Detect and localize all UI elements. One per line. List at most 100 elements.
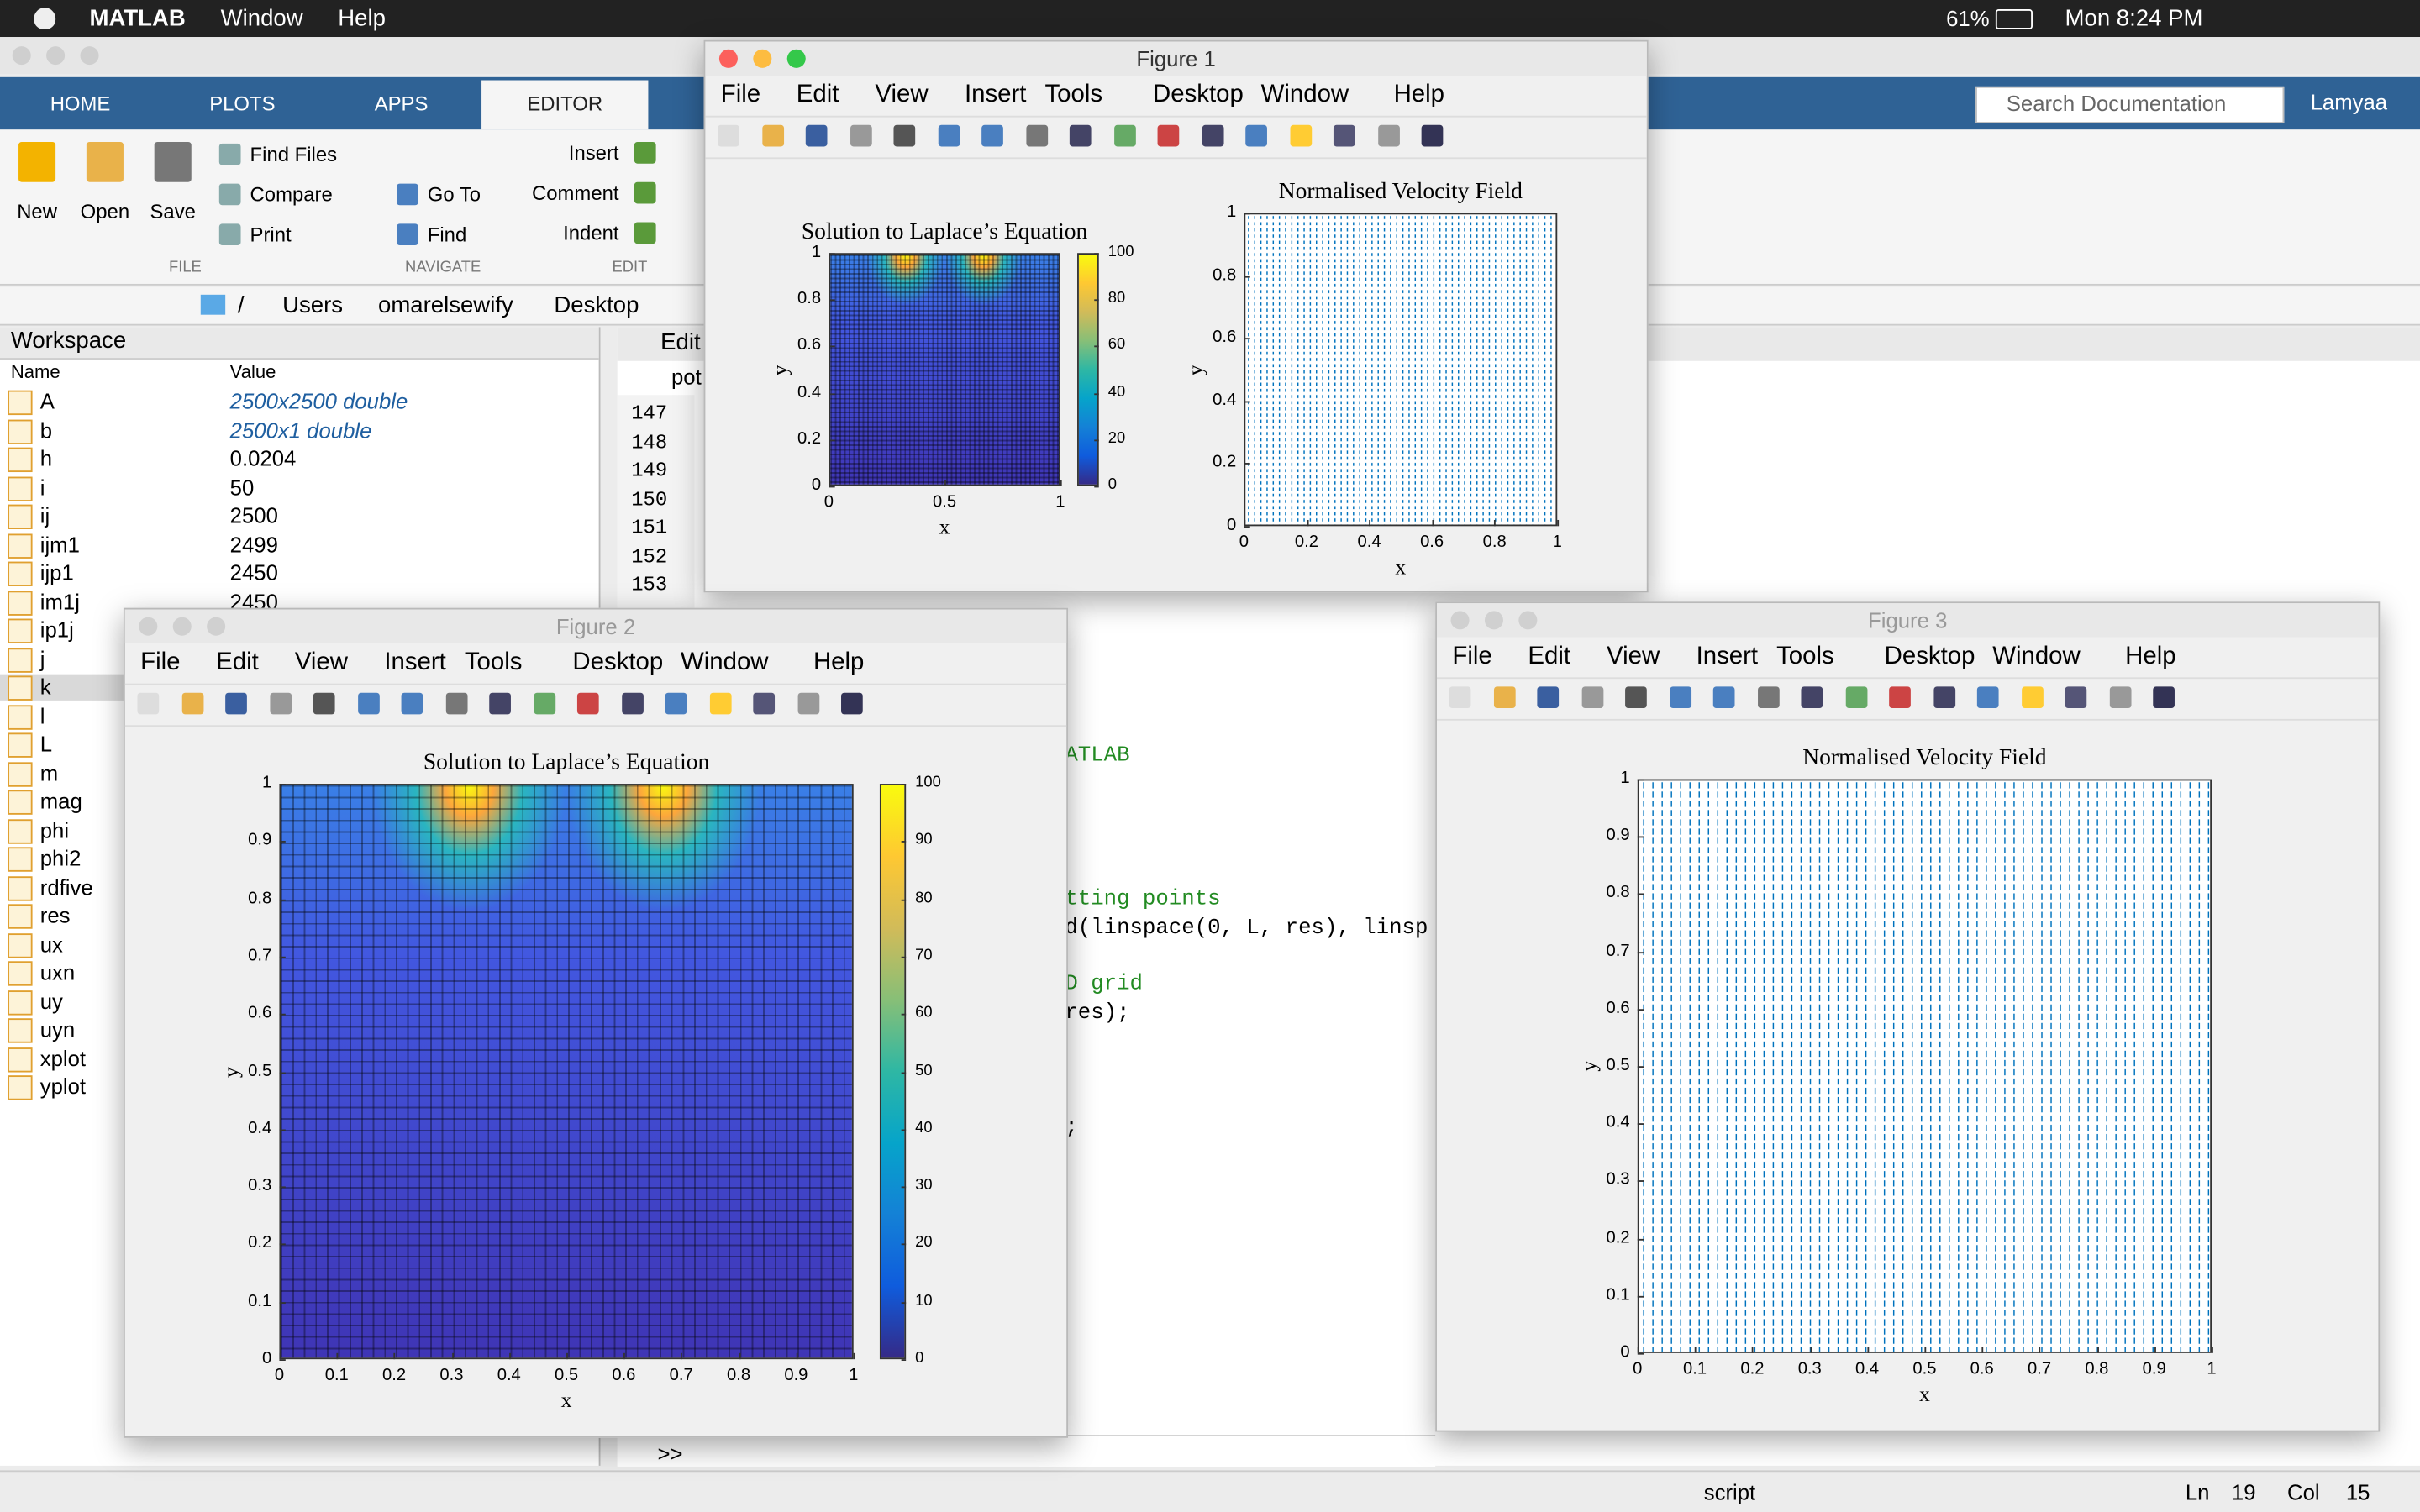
variable-name[interactable]: uy (39, 988, 63, 1013)
big-button[interactable]: Open (80, 199, 130, 223)
line-number: 151 (631, 516, 668, 539)
figure-menu[interactable]: Tools (1776, 643, 1834, 670)
window-button[interactable] (753, 49, 772, 68)
figure-menu[interactable]: Desktop (572, 649, 664, 676)
button[interactable]: Print (250, 223, 292, 246)
figure-menu[interactable]: Window (681, 649, 769, 676)
figure-menu[interactable]: View (1607, 643, 1660, 670)
window-button[interactable] (1450, 611, 1470, 630)
path-segment[interactable]: / (237, 292, 245, 319)
variable-name[interactable]: res (39, 902, 71, 927)
figure-menu[interactable]: Edit (216, 649, 259, 676)
variable-name[interactable]: uyn (39, 1016, 76, 1042)
figure-menu[interactable]: Edit (796, 81, 839, 108)
variable-name[interactable]: L (39, 731, 53, 757)
figure-menu[interactable]: View (294, 649, 348, 676)
icon (753, 692, 776, 715)
variable-name[interactable]: A (39, 388, 55, 414)
icon (1421, 124, 1444, 147)
button[interactable]: Indent (563, 221, 619, 245)
window-button[interactable] (786, 49, 806, 68)
variable-name[interactable]: b (39, 417, 53, 443)
figure-menu[interactable]: Tools (464, 649, 523, 676)
variable-name[interactable]: h (39, 445, 53, 471)
figure-menu[interactable]: File (720, 81, 761, 108)
y-tick-label: 1 (811, 243, 822, 262)
figure-menu[interactable]: View (875, 81, 929, 108)
figure-menu[interactable]: Window (1260, 81, 1349, 108)
y-tick (829, 299, 835, 302)
variable-name[interactable]: j (39, 645, 45, 671)
figure-menu[interactable]: Desktop (1884, 643, 1975, 670)
big-button[interactable]: Save (150, 199, 196, 223)
variable-name[interactable]: im1j (39, 588, 80, 614)
button[interactable]: Find Files (250, 142, 338, 166)
window-button[interactable] (1518, 611, 1538, 630)
variable-name[interactable]: mag (39, 788, 82, 813)
button[interactable]: Comment (532, 181, 619, 205)
variable-name[interactable]: rdfive (39, 874, 93, 899)
variable-name[interactable]: phi (39, 816, 70, 842)
figure-menu[interactable]: Tools (1044, 81, 1103, 108)
figure-menu[interactable]: Help (1393, 81, 1445, 108)
variable-name[interactable]: ip1j (39, 617, 74, 643)
variable-name[interactable]: k (39, 674, 51, 700)
variable-name[interactable]: ux (39, 931, 63, 956)
tab[interactable]: EDITOR (527, 92, 603, 115)
figure-menu[interactable]: Help (813, 649, 865, 676)
variable-name[interactable]: i (39, 474, 45, 500)
variable-name[interactable]: uxn (39, 959, 76, 984)
button[interactable]: Go To (427, 182, 481, 207)
figure-menu[interactable]: Edit (1528, 643, 1571, 670)
y-tick-label: 0.6 (797, 336, 822, 355)
y-tick (279, 841, 286, 843)
figure-menu[interactable]: Window (1992, 643, 2081, 670)
figure-menu[interactable]: Insert (384, 649, 446, 676)
window-button[interactable] (718, 49, 738, 68)
file-tab[interactable]: pot (671, 364, 702, 389)
window-button[interactable] (1484, 611, 1503, 630)
variable-name[interactable]: xplot (39, 1045, 87, 1070)
big-button[interactable]: New (17, 199, 57, 223)
search-placeholder: Search Documentation (2006, 91, 2227, 116)
colorbar-tick-label: 40 (1107, 383, 1126, 401)
menu-item[interactable]: Help (338, 5, 386, 32)
x-tick-label: 0.6 (1970, 1360, 1994, 1379)
variable-name[interactable]: m (39, 759, 59, 785)
tab[interactable]: HOME (50, 92, 111, 115)
window-button[interactable] (207, 617, 226, 636)
x-tick-label: 0.1 (1683, 1360, 1707, 1379)
window-button[interactable] (139, 617, 158, 636)
menu-item[interactable]: Window (220, 5, 303, 32)
figure-menu[interactable]: File (1452, 643, 1492, 670)
figure-menu[interactable]: Help (2125, 643, 2176, 670)
user-name[interactable]: Lamyaa (2310, 89, 2388, 114)
button[interactable]: Find (427, 223, 467, 246)
icon (1844, 686, 1867, 709)
y-tick (279, 1359, 286, 1362)
y-label: y (220, 1066, 245, 1078)
button[interactable]: Insert (568, 141, 619, 165)
x-tick-label: 1 (849, 1366, 859, 1385)
path-segment[interactable]: Desktop (554, 292, 639, 319)
window-button[interactable] (172, 617, 192, 636)
x-tick-label: 0.9 (2142, 1360, 2166, 1379)
variable-name[interactable]: ijm1 (39, 531, 80, 557)
path-segment[interactable]: omarelsewify (378, 292, 513, 319)
variable-name[interactable]: ij (39, 502, 50, 528)
variable-name[interactable]: l (39, 702, 45, 728)
figure-menu[interactable]: File (140, 649, 181, 676)
icon (1113, 124, 1135, 147)
icon (137, 692, 160, 715)
figure-menu[interactable]: Desktop (1153, 81, 1244, 108)
path-segment[interactable]: Users (282, 292, 344, 319)
figure-menu[interactable]: Insert (964, 81, 1027, 108)
tab[interactable]: PLOTS (209, 92, 276, 115)
figure-menu[interactable]: Insert (1696, 643, 1759, 670)
tab[interactable]: APPS (374, 92, 429, 115)
variable-name[interactable]: ijp1 (39, 559, 74, 585)
button[interactable]: Compare (250, 182, 333, 207)
variable-name[interactable]: phi2 (39, 845, 82, 870)
variable-name[interactable]: yplot (39, 1074, 87, 1099)
search-box[interactable] (1975, 86, 2285, 123)
